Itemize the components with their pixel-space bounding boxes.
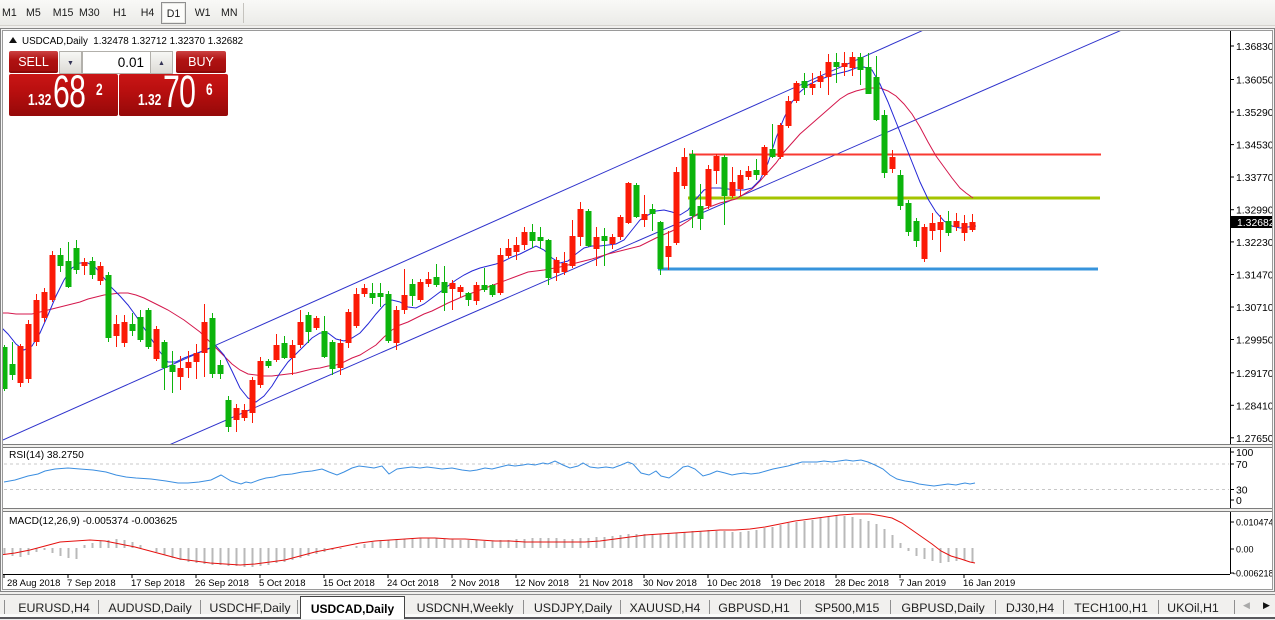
svg-text:1.29170: 1.29170 [1236,369,1274,380]
svg-text:-0.006218: -0.006218 [1233,569,1274,579]
svg-text:70: 70 [1236,460,1248,471]
svg-text:12 Nov 2018: 12 Nov 2018 [515,578,569,589]
svg-text:1.32682: 1.32682 [1237,218,1275,229]
svg-text:2 Nov 2018: 2 Nov 2018 [451,578,500,589]
svg-text:19 Dec 2018: 19 Dec 2018 [771,578,825,589]
svg-text:1.35290: 1.35290 [1236,108,1274,119]
svg-text:21 Nov 2018: 21 Nov 2018 [579,578,633,589]
svg-text:5 Oct 2018: 5 Oct 2018 [259,578,305,589]
svg-text:1.33770: 1.33770 [1236,173,1274,184]
svg-text:0.00: 0.00 [1236,545,1254,555]
svg-text:28 Aug 2018: 28 Aug 2018 [7,578,60,589]
svg-text:MACD(12,26,9) -0.005374 -0.003: MACD(12,26,9) -0.005374 -0.003625 [9,516,178,527]
svg-text:1.36050: 1.36050 [1236,76,1274,87]
svg-text:30 Nov 2018: 30 Nov 2018 [643,578,697,589]
svg-text:0.010474: 0.010474 [1236,518,1274,528]
svg-text:1.32230: 1.32230 [1236,238,1274,249]
svg-text:100: 100 [1236,448,1254,459]
svg-text:10 Dec 2018: 10 Dec 2018 [707,578,761,589]
svg-text:1.31470: 1.31470 [1236,271,1274,282]
svg-text:1.32990: 1.32990 [1236,206,1274,217]
svg-text:24 Oct 2018: 24 Oct 2018 [387,578,439,589]
svg-text:28 Dec 2018: 28 Dec 2018 [835,578,889,589]
svg-text:7 Sep 2018: 7 Sep 2018 [67,578,116,589]
svg-text:1.28410: 1.28410 [1236,401,1274,412]
svg-text:RSI(14) 38.2750: RSI(14) 38.2750 [9,450,84,461]
svg-text:17 Sep 2018: 17 Sep 2018 [131,578,185,589]
svg-text:30: 30 [1236,486,1248,497]
svg-text:1.27650: 1.27650 [1236,434,1274,445]
svg-text:26 Sep 2018: 26 Sep 2018 [195,578,249,589]
svg-text:16 Jan 2019: 16 Jan 2019 [963,578,1015,589]
svg-text:1.30710: 1.30710 [1236,303,1274,314]
svg-text:1.36830: 1.36830 [1236,42,1274,53]
svg-text:1.29950: 1.29950 [1236,336,1274,347]
svg-text:7 Jan 2019: 7 Jan 2019 [899,578,946,589]
svg-text:15 Oct 2018: 15 Oct 2018 [323,578,375,589]
svg-text:0: 0 [1236,496,1242,507]
svg-text:1.34530: 1.34530 [1236,141,1274,152]
